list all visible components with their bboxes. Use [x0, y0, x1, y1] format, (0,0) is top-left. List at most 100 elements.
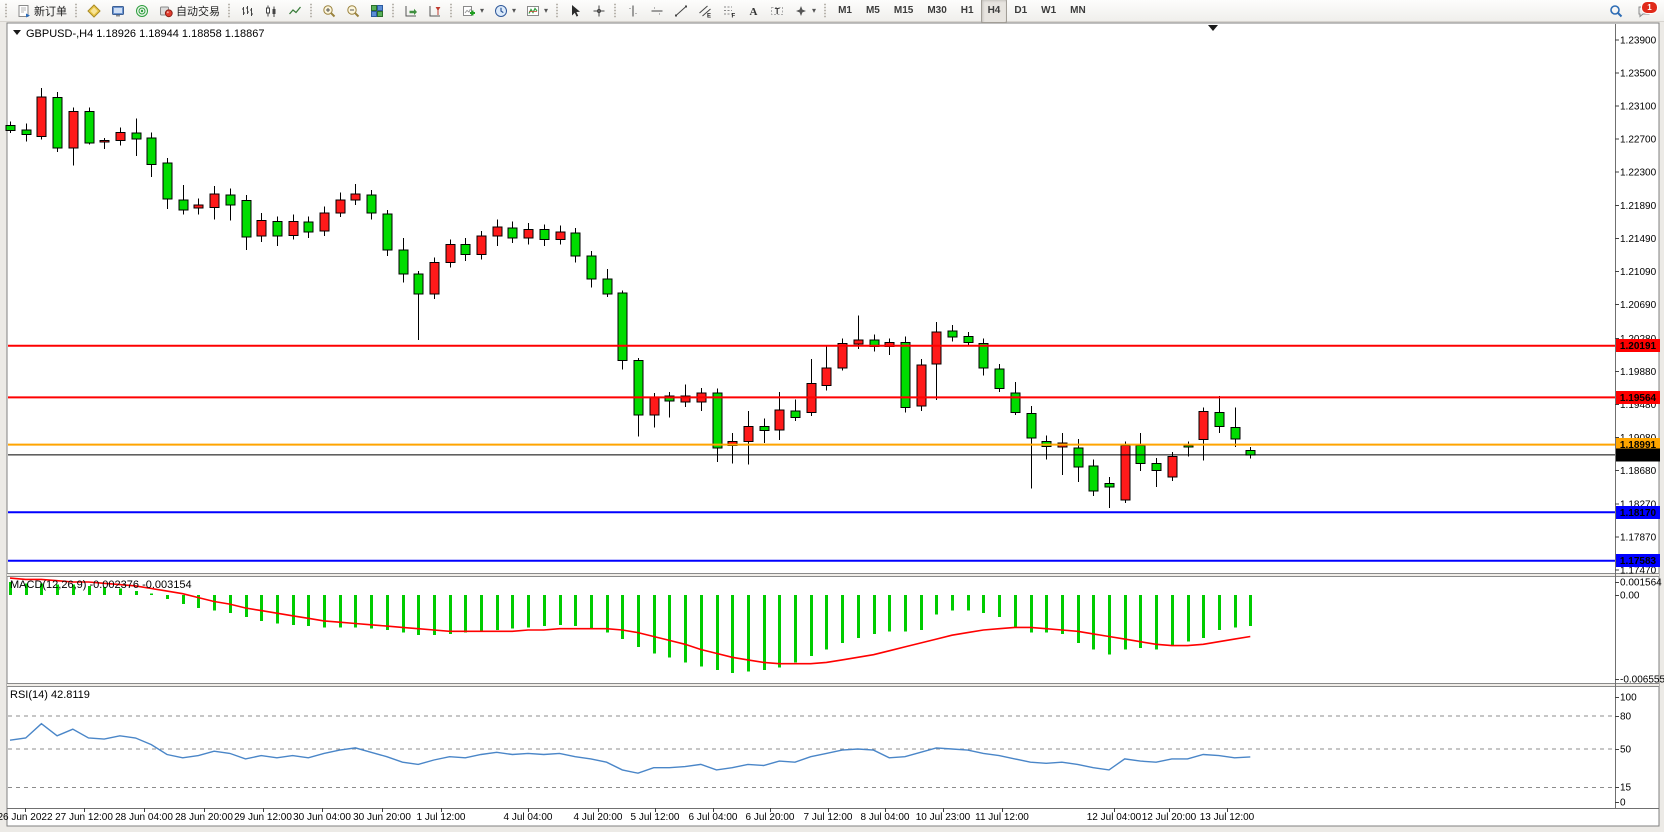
search-button[interactable] [1605, 1, 1627, 21]
rsi-axis-label: 80 [1620, 712, 1632, 723]
rsi-indicator-label: RSI(14) 42.8119 [10, 689, 90, 701]
candle-body [1214, 412, 1225, 428]
candle-body [445, 243, 456, 263]
strategy-tester-button[interactable] [131, 1, 153, 21]
candle-body [209, 193, 220, 208]
chevron-down-icon[interactable]: ▾ [544, 6, 549, 15]
chart-shift-button[interactable] [424, 1, 446, 21]
indicators-icon [527, 5, 540, 16]
candle-body [303, 221, 314, 233]
equidistant-channel-button[interactable]: E [694, 1, 716, 21]
timeframe-button-m30[interactable]: M30 [927, 5, 947, 16]
pane-splitter[interactable] [7, 573, 1659, 577]
price-axis-label: 1.17470 [1620, 566, 1657, 577]
candle-body [288, 220, 299, 236]
timeframe-button-h4[interactable]: H4 [980, 0, 1008, 23]
candlestick-chart-button[interactable] [260, 1, 282, 21]
tile-windows-button[interactable] [366, 1, 388, 21]
period-button[interactable]: ▾ [490, 1, 520, 21]
toolbar-grip [555, 3, 560, 18]
toolbar-grip [74, 3, 78, 18]
candle-body [570, 232, 581, 257]
candle-body [84, 111, 95, 144]
price-axis-label: 1.20690 [1620, 300, 1657, 311]
timeframe-button-d1[interactable]: D1 [1014, 5, 1028, 16]
chevron-down-icon[interactable]: ▾ [480, 6, 485, 15]
candle-body [994, 368, 1005, 390]
candle-body [1026, 412, 1037, 439]
chart-shift-icon [429, 5, 441, 16]
new-order-icon [18, 4, 30, 17]
price-badge [1616, 448, 1660, 462]
zoom-out-button[interactable] [342, 1, 364, 21]
vertical-line-button[interactable] [622, 1, 644, 21]
toolbar-grip [391, 3, 395, 18]
crosshair-button[interactable] [588, 1, 610, 21]
price-badge-label: 1.20191 [1620, 341, 1657, 352]
new-chart-button[interactable]: ▾ [458, 1, 488, 21]
autotrading-button-label: 自动交易 [176, 5, 220, 18]
price-badge [1616, 390, 1660, 404]
autotrading-button[interactable]: 自动交易 [155, 1, 224, 21]
shapes-icon [796, 5, 807, 16]
chart-menu-triangle-icon[interactable] [13, 30, 21, 35]
new-order-button[interactable]: 新订单 [13, 1, 71, 21]
horizontal-line-button[interactable] [646, 1, 668, 21]
macd-signal-line [9, 577, 1251, 665]
arrows-button[interactable]: ▾ [790, 1, 820, 21]
chart-shift-marker-icon[interactable] [1208, 25, 1218, 31]
price-badge-label: 1.17583 [1620, 556, 1657, 567]
candle-body [1230, 426, 1241, 440]
line-chart-button[interactable] [284, 1, 306, 21]
price-axis-label: 1.23900 [1620, 36, 1657, 47]
chevron-down-icon[interactable]: ▾ [812, 6, 817, 15]
time-axis-label: 5 Jul 12:00 [631, 812, 680, 823]
timeframe-button-m1[interactable]: M1 [838, 5, 852, 16]
svg-text:F: F [732, 13, 736, 18]
pane-splitter[interactable] [7, 683, 1659, 687]
metaeditor-button[interactable] [83, 1, 105, 21]
text-button[interactable]: A [742, 1, 764, 21]
candle-body [649, 396, 660, 416]
time-axis-label: 28 Jun 20:00 [175, 812, 233, 823]
text-label-button[interactable]: T [766, 1, 788, 21]
price-axis-label: 1.19880 [1620, 367, 1657, 378]
notifications-button[interactable]: 1 [1633, 0, 1658, 21]
timeframe-button-mn[interactable]: MN [1070, 5, 1086, 16]
candle-body [900, 342, 911, 409]
candle-body [555, 231, 566, 241]
chevron-down-icon[interactable]: ▾ [512, 6, 517, 15]
toolbar-grip [309, 3, 313, 18]
price-badge [1616, 438, 1660, 452]
candle-body [146, 137, 157, 166]
bar-chart-button[interactable] [236, 1, 258, 21]
zoom-in-button[interactable] [318, 1, 340, 21]
terminal-button[interactable] [107, 1, 129, 21]
candle-body [602, 278, 613, 295]
timeframe-button-m5[interactable]: M5 [865, 5, 880, 16]
candle-body [931, 331, 942, 365]
indicators-button[interactable]: ▾ [522, 1, 552, 21]
fibonacci-button[interactable]: F [718, 1, 740, 21]
candle-body [178, 199, 189, 211]
price-axis-label: 1.21490 [1620, 234, 1657, 245]
cursor-button[interactable] [564, 1, 586, 21]
timeframe-button-h1[interactable]: H1 [960, 5, 974, 16]
macd-axis-label: 0.00 [1620, 591, 1640, 602]
trendline-button[interactable] [670, 1, 692, 21]
candle-body [1167, 455, 1178, 478]
toolbar-grip [823, 3, 828, 18]
auto-scroll-button[interactable] [400, 1, 422, 21]
auto-scroll-icon [405, 5, 417, 16]
candle-body [837, 342, 848, 369]
price-axis-label: 1.19480 [1620, 400, 1657, 411]
timeframe-button-w1[interactable]: W1 [1041, 5, 1057, 16]
hline-icon [651, 6, 663, 15]
candle-body [978, 342, 989, 369]
time-axis-label: 12 Jul 20:00 [1142, 812, 1197, 823]
timeframe-button-m15[interactable]: M15 [893, 5, 914, 16]
chart-title: GBPUSD-,H4 1.18926 1.18944 1.18858 1.188… [26, 28, 265, 40]
candle-body [1198, 411, 1209, 441]
